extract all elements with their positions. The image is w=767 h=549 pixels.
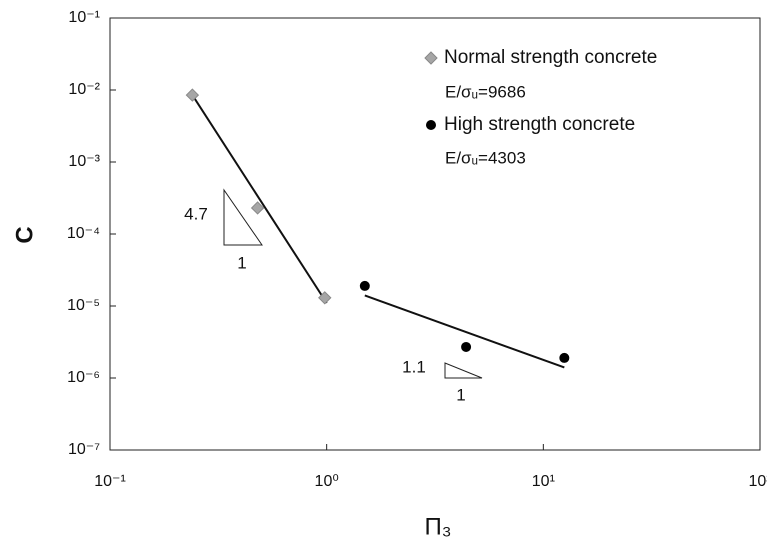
slope-label: 1: [456, 385, 465, 404]
point: [559, 352, 570, 363]
y-axis-label: C: [11, 226, 38, 243]
y-tick-label: 10⁻⁵: [67, 297, 100, 314]
plot-frame: [109, 17, 761, 451]
x-axis-label: Π₃: [424, 513, 451, 540]
point: [318, 291, 332, 305]
point: [359, 280, 370, 291]
x-tick-label: 10⁻¹: [94, 473, 126, 490]
x-tick-label: 10⁰: [315, 473, 339, 490]
point: [461, 341, 472, 352]
y-tick-label: 10⁻⁷: [68, 441, 100, 458]
x-tick-label: 10²: [748, 473, 767, 490]
point: [424, 51, 438, 65]
slope-label: 1: [237, 253, 246, 272]
slope-triangle: [223, 188, 263, 246]
slope-triangle: [444, 362, 483, 379]
legend-label: High strength concrete: [444, 114, 635, 135]
point: [185, 88, 200, 102]
point: [426, 120, 436, 130]
x-tick-label: 10¹: [532, 473, 555, 490]
slope-label: 1.1: [402, 357, 426, 376]
fit-line: [364, 294, 565, 369]
y-tick-label: 10⁻¹: [68, 9, 100, 26]
y-tick-label: 10⁻⁴: [67, 225, 100, 242]
legend-label: Normal strength concrete: [444, 47, 657, 68]
fit-line: [191, 94, 328, 304]
slope-label: 4.7: [184, 204, 208, 223]
point: [250, 201, 265, 215]
y-tick-label: 10⁻³: [68, 153, 100, 170]
legend-note: E/σᵤ=4303: [445, 148, 526, 167]
legend-note: E/σᵤ=9686: [445, 82, 526, 101]
y-tick-label: 10⁻²: [68, 81, 100, 98]
y-tick-label: 10⁻⁶: [67, 369, 100, 386]
